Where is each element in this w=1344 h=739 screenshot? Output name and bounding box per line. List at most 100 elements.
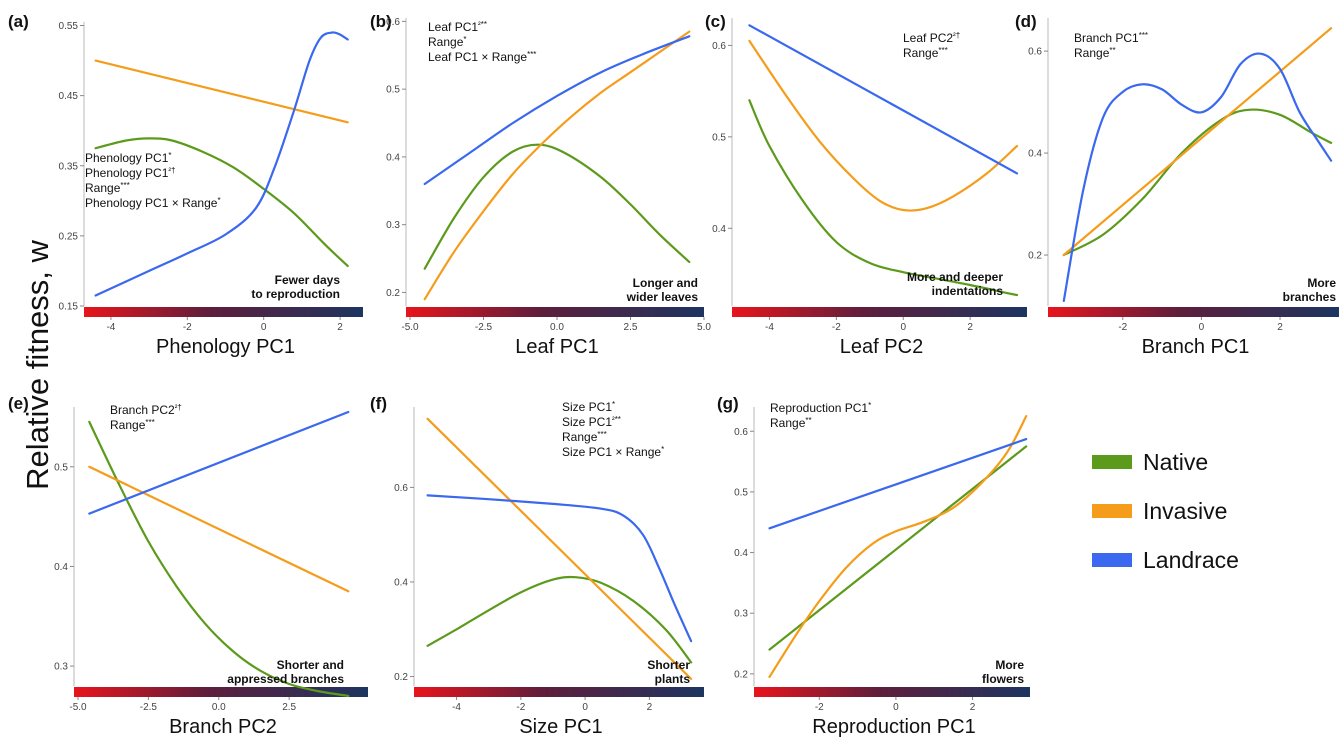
x-tick-label: -4 <box>452 702 461 713</box>
x-tick-label: -2 <box>815 702 824 713</box>
axis-direction-label: branches <box>1283 290 1337 304</box>
y-tick-label: 0.4 <box>386 152 400 163</box>
series-line-invasive <box>94 59 349 124</box>
x-tick-label: 0 <box>582 702 588 713</box>
annotation-text: Range*** <box>110 418 155 433</box>
annotation-text: Range*** <box>562 430 607 445</box>
axis-direction-label: More <box>1307 276 1336 290</box>
x-axis-title: Leaf PC1 <box>515 336 598 358</box>
annotation-base: Leaf PC1 <box>428 20 478 34</box>
annotation-superscript: *** <box>527 50 536 59</box>
legend-label-native: Native <box>1143 449 1208 475</box>
annotation-superscript: ²† <box>168 166 175 175</box>
x-axis-title: Size PC1 <box>519 716 602 738</box>
annotation-superscript: ²† <box>953 31 960 40</box>
y-tick-label: 0.4 <box>712 224 726 235</box>
y-tick-label: 0.4 <box>734 548 748 559</box>
series-line-native <box>94 137 349 268</box>
panel-label: (b) <box>370 12 392 31</box>
annotation-superscript: ²** <box>478 20 487 29</box>
x-tick-label: 2 <box>337 322 343 333</box>
annotation-text: Leaf PC1²** <box>428 20 487 35</box>
annotation-base: Phenology PC1 <box>85 166 169 180</box>
series-line-native <box>1062 108 1333 257</box>
annotation-base: Branch PC2 <box>110 403 175 417</box>
x-axis-gradient-bar <box>414 687 704 697</box>
annotation-superscript: *** <box>120 181 129 190</box>
y-tick-label: 0.3 <box>54 662 68 673</box>
annotation-base: Leaf PC1 × Range <box>428 50 527 64</box>
x-tick-label: 0 <box>261 322 267 333</box>
axis-direction-label: plants <box>655 672 691 686</box>
x-tick-label: -4 <box>765 322 774 333</box>
y-tick-label: 0.2 <box>386 288 400 299</box>
annotation-superscript: *** <box>938 46 947 55</box>
annotation-base: Branch PC1 <box>1074 31 1139 45</box>
series-line-landrace <box>423 35 691 186</box>
series-line-invasive <box>423 30 691 301</box>
series-line-invasive <box>1062 27 1333 257</box>
x-tick-label: -2.5 <box>140 702 158 713</box>
y-tick-label: 0.6 <box>394 483 408 494</box>
annotation-text: Leaf PC2²† <box>903 31 960 46</box>
annotation-text: Size PC1* <box>562 400 615 415</box>
y-tick-label: 0.4 <box>54 562 68 573</box>
annotation-superscript: * <box>661 445 664 454</box>
annotation-base: Range <box>903 46 939 60</box>
x-tick-label: -2 <box>183 322 192 333</box>
x-tick-label: 0.0 <box>212 702 226 713</box>
x-tick-label: -2 <box>832 322 841 333</box>
panel-b: (b) 0.2 0.3 0.4 0.5 0.6 -5.0 -2.5 0.0 2.5 5.0 Leaf … <box>370 12 711 358</box>
annotation-superscript: ** <box>1109 46 1115 55</box>
y-tick-label: 0.4 <box>1028 149 1042 160</box>
series-line-landrace <box>426 494 693 643</box>
series-line-landrace <box>1062 52 1333 302</box>
annotation-superscript: * <box>217 196 220 205</box>
axis-direction-label: to reproduction <box>251 287 340 301</box>
y-tick-label: 0.2 <box>394 672 408 683</box>
annotation-base: Range <box>770 416 806 430</box>
x-tick-label: -5.0 <box>69 702 87 713</box>
y-tick-label: 0.5 <box>734 487 748 498</box>
annotation-base: Range <box>562 430 598 444</box>
panel-label: (a) <box>8 12 29 31</box>
annotation-base: Size PC1 <box>562 400 612 414</box>
annotation-text: Branch PC1*** <box>1074 31 1148 46</box>
x-tick-label: -4 <box>106 322 115 333</box>
x-axis-title: Reproduction PC1 <box>812 716 975 738</box>
x-axis-title: Branch PC2 <box>169 716 277 738</box>
y-tick-label: 0.6 <box>386 17 400 28</box>
y-tick-label: 0.6 <box>712 41 726 52</box>
x-axis-gradient-bar <box>754 687 1030 697</box>
annotation-text: Range** <box>1074 46 1116 61</box>
x-axis-gradient-bar <box>1048 307 1339 317</box>
x-tick-label: 2 <box>967 322 973 333</box>
x-tick-label: 2 <box>1277 322 1283 333</box>
y-tick-label: 0.5 <box>386 85 400 96</box>
y-tick-label: 0.5 <box>54 462 68 473</box>
annotation-base: Leaf PC2 <box>903 31 953 45</box>
x-tick-label: -5.0 <box>401 322 419 333</box>
series-line-native <box>748 99 1019 297</box>
x-tick-label: 5.0 <box>697 322 711 333</box>
annotation-text: Range*** <box>85 181 130 196</box>
annotation-superscript: ²† <box>175 403 182 412</box>
annotation-text: Phenology PC1²† <box>85 166 176 181</box>
axis-direction-label: wider leaves <box>626 290 699 304</box>
annotation-base: Range <box>110 418 146 432</box>
x-tick-label: 0.0 <box>550 322 564 333</box>
annotation-text: Branch PC2²† <box>110 403 182 418</box>
x-axis-gradient-bar <box>732 307 1027 317</box>
x-axis-title: Leaf PC2 <box>840 336 923 358</box>
y-tick-label: 0.15 <box>59 302 79 313</box>
annotation-base: Size PC1 × Range <box>562 445 661 459</box>
x-axis-gradient-bar <box>84 307 363 317</box>
series-line-invasive <box>748 39 1019 212</box>
panels: (a) 0.15 0.25 0.35 0.45 0.55 -4 -2 0 2 Phenology P… <box>8 12 1339 738</box>
annotation-superscript: *** <box>597 430 606 439</box>
x-tick-label: 2 <box>647 702 653 713</box>
